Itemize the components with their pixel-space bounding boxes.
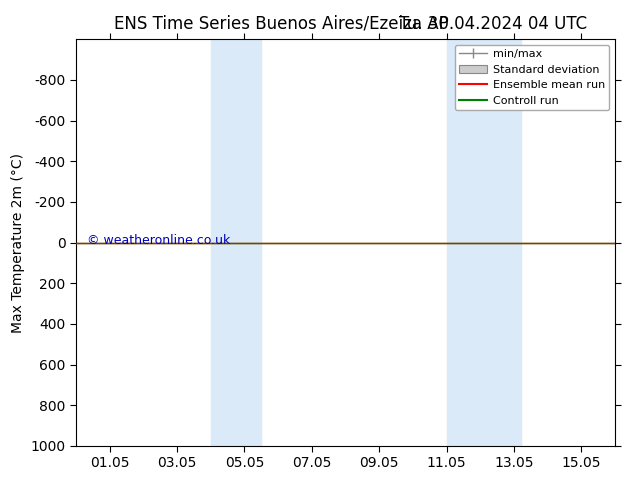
Text: ENS Time Series Buenos Aires/Ezeiza AP: ENS Time Series Buenos Aires/Ezeiza AP: [114, 15, 449, 33]
Y-axis label: Max Temperature 2m (°C): Max Temperature 2m (°C): [11, 152, 25, 333]
Bar: [446, 39, 521, 446]
Legend: min/max, Standard deviation, Ensemble mean run, Controll run: min/max, Standard deviation, Ensemble me…: [455, 45, 609, 110]
Text: Tu. 30.04.2024 04 UTC: Tu. 30.04.2024 04 UTC: [399, 15, 588, 33]
Text: © weatheronline.co.uk: © weatheronline.co.uk: [87, 234, 230, 247]
Bar: [210, 39, 261, 446]
